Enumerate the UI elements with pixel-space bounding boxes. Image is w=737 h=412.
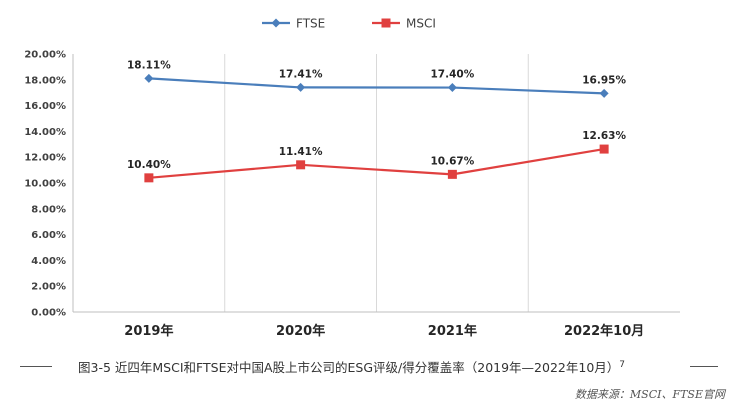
data-point-ftse: [599, 88, 609, 98]
legend: FTSE MSCI: [262, 17, 436, 31]
data-point-msci: [599, 144, 609, 154]
data-label-ftse: 16.95%: [582, 74, 626, 86]
data-point-msci: [144, 173, 154, 183]
legend-label-ftse: FTSE: [296, 17, 325, 31]
chart-series: 18.11% 17.41% 17.40% 16.95% 10.40% 11.41% 10.6…: [127, 59, 626, 183]
series-msci: 10.40% 11.41% 10.67% 12.63%: [127, 130, 626, 183]
chart-axes: 0.00% 2.00% 4.00% 6.00% 8.00% 10.00% 12.00% 14.…: [24, 50, 680, 339]
data-label-ftse: 18.11%: [127, 59, 171, 71]
legend-item-ftse: FTSE: [262, 17, 325, 31]
data-point-msci: [447, 169, 457, 179]
caption-title: 图3-5 近四年MSCI和FTSE对中国A股上市公司的ESG评级/得分覆盖率（2…: [78, 360, 620, 375]
y-tick-label: 18.00%: [24, 75, 66, 86]
caption-footnote: 7: [619, 359, 626, 370]
data-label-msci: 11.41%: [279, 146, 323, 158]
y-tick-label: 20.00%: [24, 50, 66, 61]
series-ftse: 18.11% 17.41% 17.40% 16.95%: [127, 59, 626, 98]
y-tick-label: 0.00%: [31, 308, 66, 319]
figure-caption: 图3-5 近四年MSCI和FTSE对中国A股上市公司的ESG评级/得分覆盖率（2…: [0, 355, 737, 377]
y-tick-label: 14.00%: [24, 127, 66, 138]
y-tick-label: 12.00%: [24, 153, 66, 164]
legend-label-msci: MSCI: [406, 17, 436, 31]
legend-marker-ftse: [271, 18, 281, 28]
series-line-ftse: [148, 77, 605, 95]
data-point-ftse: [144, 73, 154, 83]
legend-item-msci: MSCI: [372, 17, 436, 31]
caption-text: 图3-5 近四年MSCI和FTSE对中国A股上市公司的ESG评级/得分覆盖率（2…: [78, 357, 625, 376]
x-tick-label: 2020年: [276, 323, 325, 339]
y-tick-label: 8.00%: [31, 204, 66, 215]
data-label-msci: 10.40%: [127, 159, 171, 171]
line-chart: FTSE MSCI 0.00% 2.00% 4.00% 6.00% 8.00% 10.00%…: [24, 17, 680, 339]
y-tick-label: 10.00%: [24, 179, 66, 190]
data-point-msci: [296, 160, 306, 170]
y-tick-label: 6.00%: [31, 230, 66, 241]
y-tick-label: 16.00%: [24, 101, 66, 112]
data-point-ftse: [447, 83, 457, 93]
data-label-ftse: 17.41%: [279, 68, 323, 80]
data-point-ftse: [296, 82, 306, 92]
data-label-msci: 10.67%: [431, 155, 475, 167]
data-label-msci: 12.63%: [582, 130, 626, 142]
chart-grid: [224, 54, 529, 312]
x-tick-label: 2022年10月: [564, 323, 644, 339]
data-source-note: 数据来源：MSCI、FTSE官网: [574, 388, 725, 401]
x-tick-label: 2019年: [124, 323, 173, 339]
legend-marker-msci: [381, 18, 391, 28]
x-tick-label: 2021年: [428, 323, 477, 339]
data-label-ftse: 17.40%: [431, 69, 475, 81]
caption-rule-right: [690, 366, 718, 367]
y-tick-label: 4.00%: [31, 256, 66, 267]
series-line-msci: [148, 147, 605, 179]
y-tick-label: 2.00%: [31, 282, 66, 293]
caption-rule-left: [20, 366, 52, 367]
